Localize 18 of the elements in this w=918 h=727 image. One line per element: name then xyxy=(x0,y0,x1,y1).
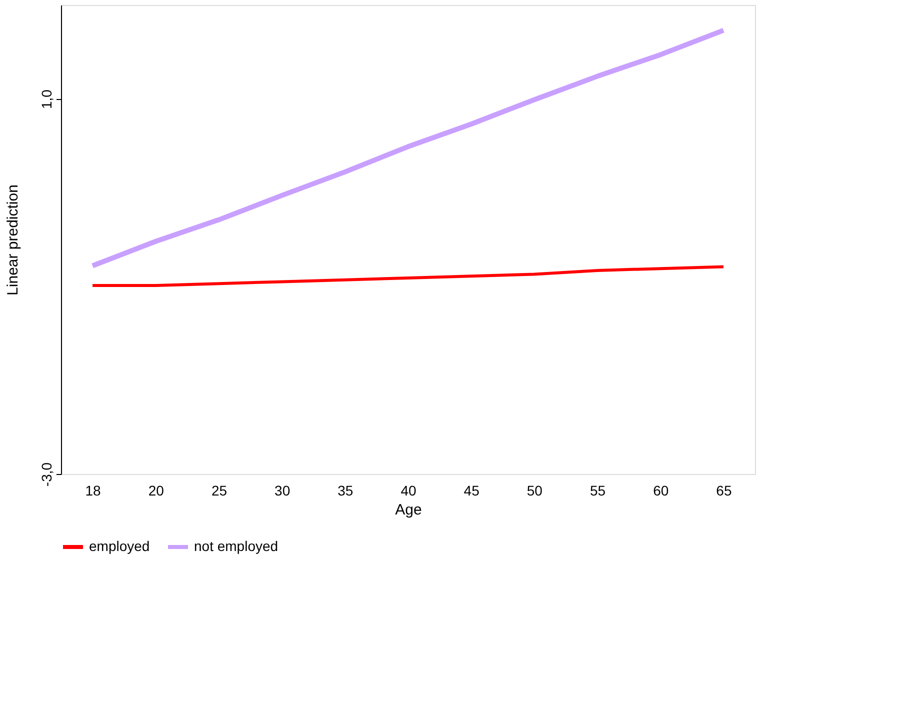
x-tick-label: 18 xyxy=(85,482,102,498)
legend-label: employed xyxy=(89,538,150,554)
y-tick-label: 1,0 xyxy=(38,89,54,110)
y-axis-title: Linear prediction xyxy=(4,184,22,296)
x-tick-label: 65 xyxy=(716,482,732,498)
x-tick-label: 30 xyxy=(274,482,290,498)
x-tick-label: 50 xyxy=(526,482,543,498)
x-tick-label: 45 xyxy=(464,482,480,498)
x-tick-label: 60 xyxy=(653,482,669,498)
y-tick-label: -3,0 xyxy=(38,462,54,487)
x-tick-label: 25 xyxy=(211,482,228,498)
x-tick-label: 40 xyxy=(400,482,416,498)
line-series xyxy=(91,265,725,287)
legend-label: not employed xyxy=(194,538,278,554)
x-tick-label: 20 xyxy=(148,482,164,498)
x-tick-label: 55 xyxy=(590,482,606,498)
x-axis-title: Age xyxy=(395,502,422,518)
x-tick-label: 35 xyxy=(338,482,354,498)
